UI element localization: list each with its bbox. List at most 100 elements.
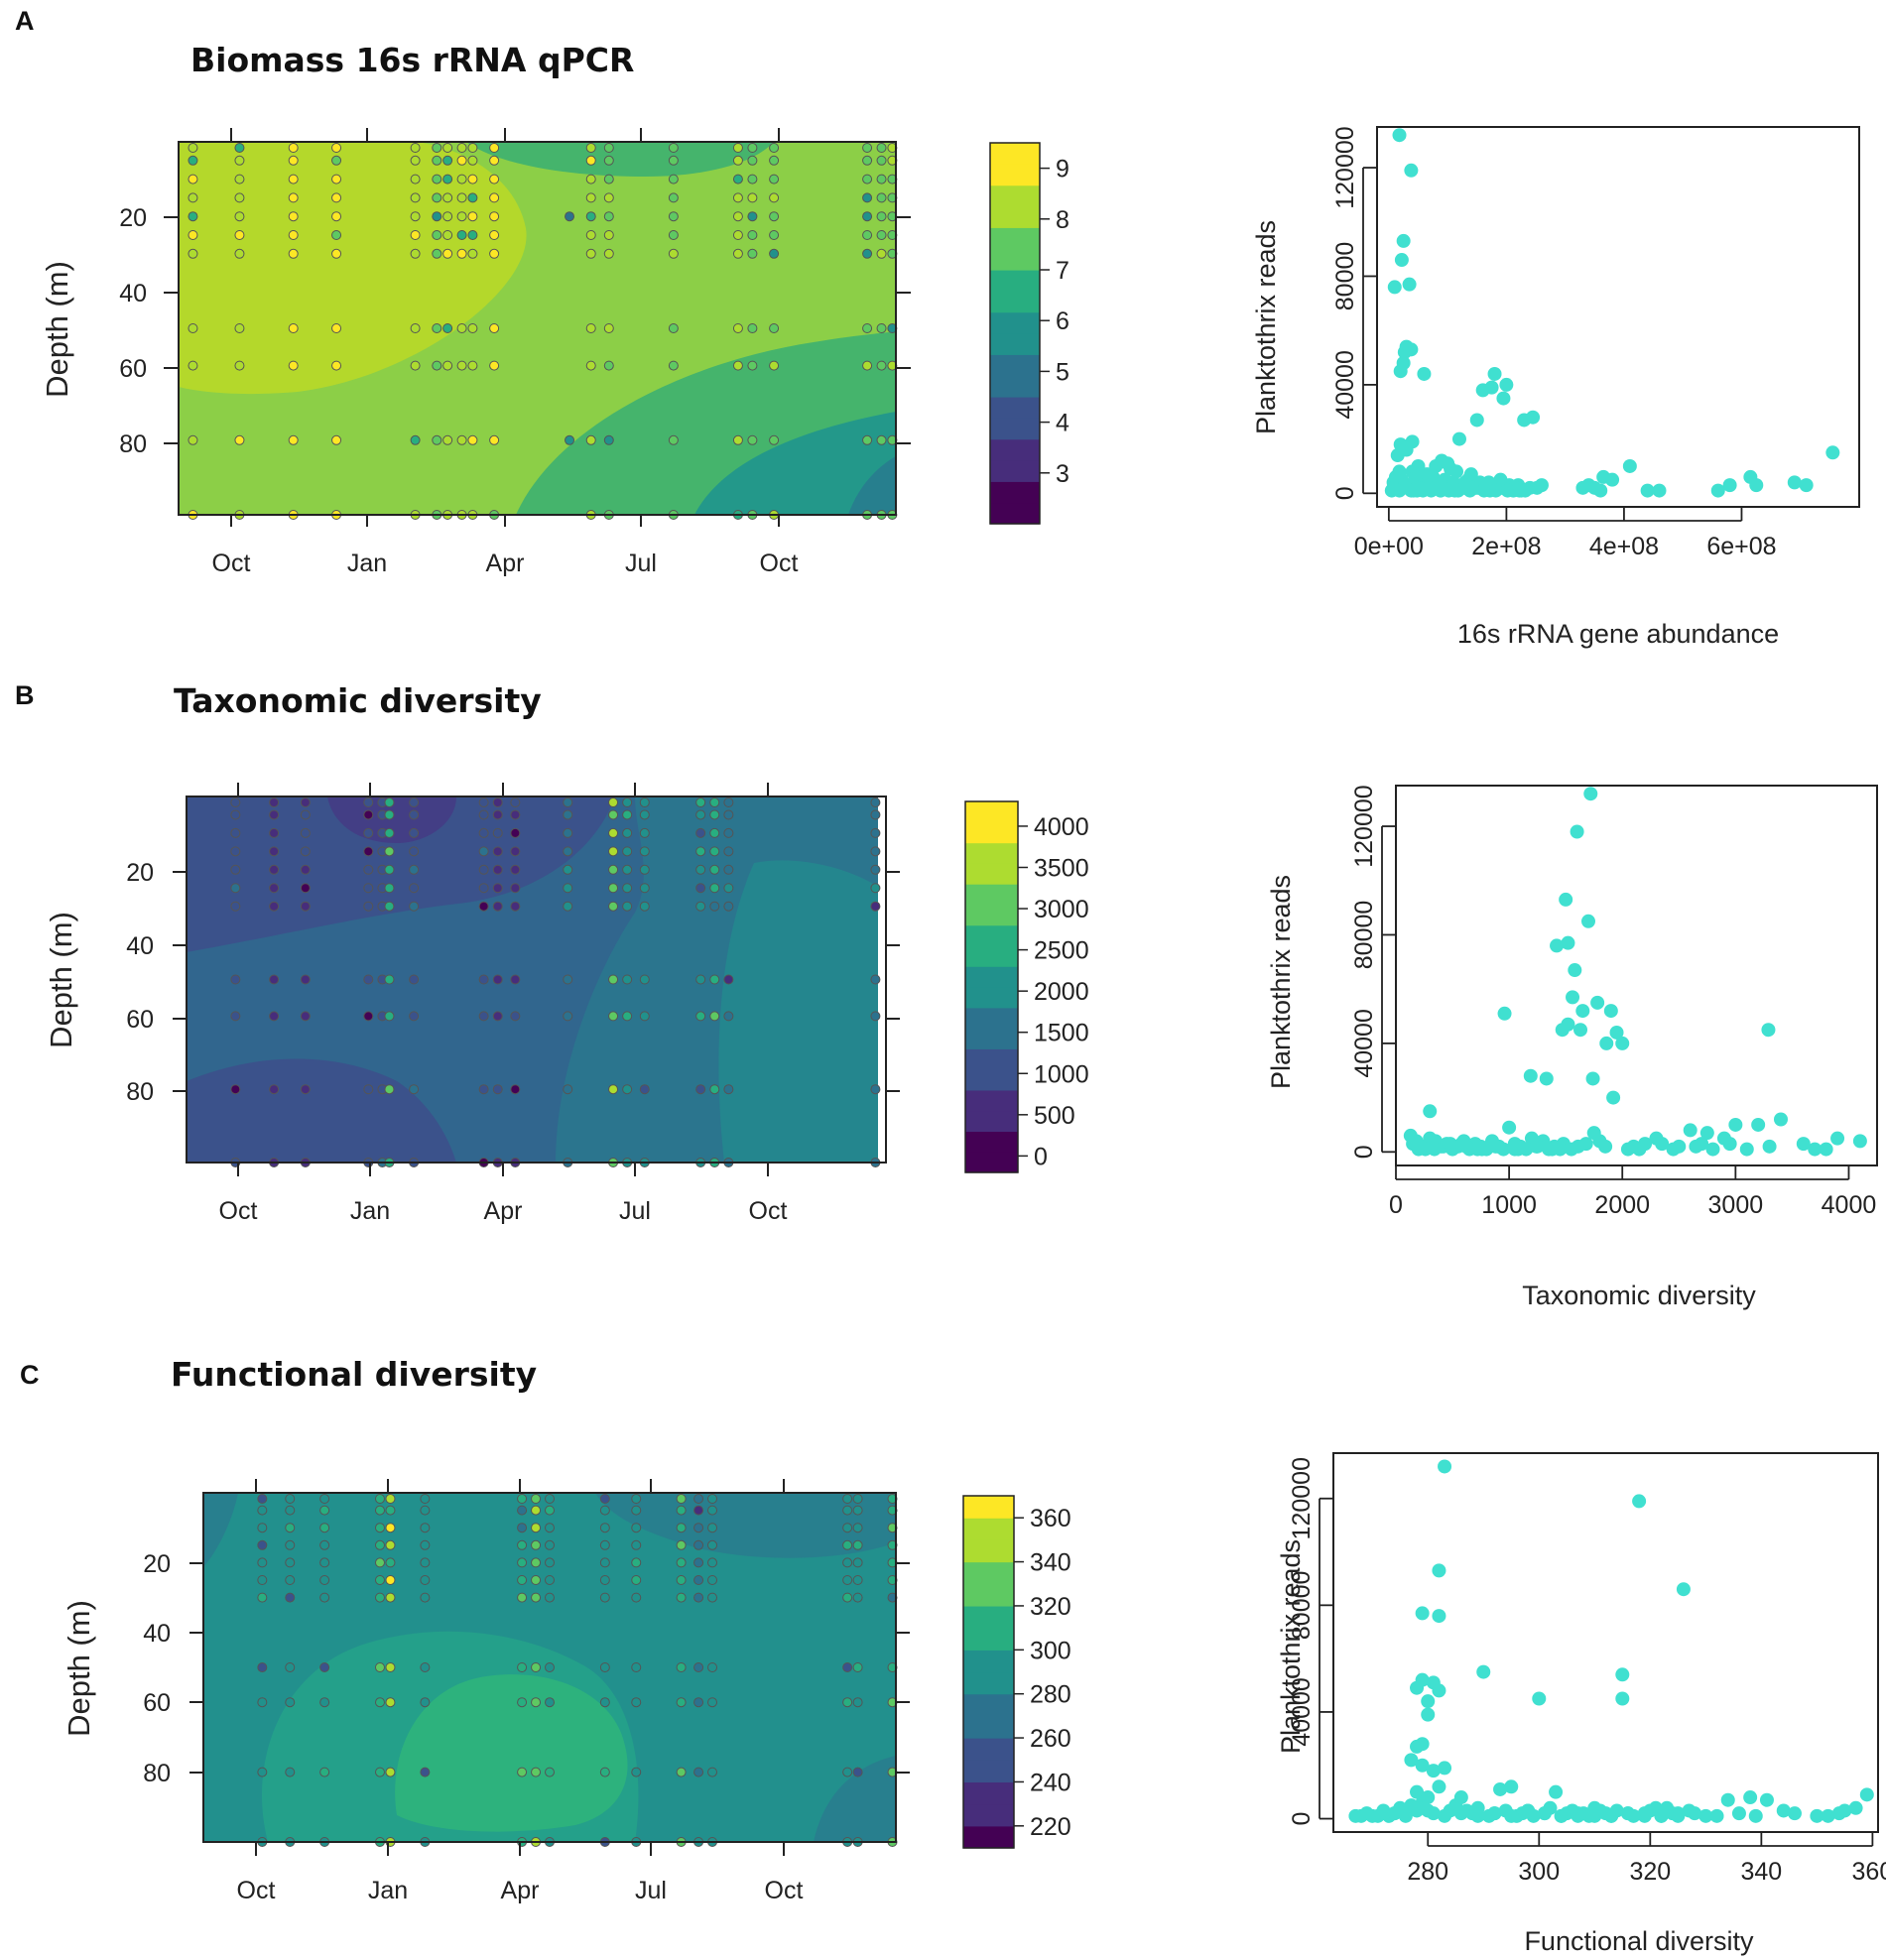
scatter-b-point <box>1497 1006 1512 1021</box>
heatmap-c-sample-point <box>707 1557 718 1568</box>
heatmap-b-sample-point <box>409 1011 420 1022</box>
colorbar-a-tick-label: 6 <box>1056 307 1069 335</box>
scatter-b-point <box>1830 1131 1845 1146</box>
heatmap-b-sample-point <box>608 1011 619 1022</box>
scatter-a-axes: 0e+00 2e+08 4e+08 6e+08 0 40000 80000 120000 <box>1331 126 1777 560</box>
scatter-c-point <box>1432 1563 1446 1578</box>
heatmap-a-sample-point <box>432 248 442 259</box>
heatmap-b-sample-point <box>384 809 395 820</box>
heatmap-a-sample-point <box>489 360 500 371</box>
scatter-a-point <box>1787 475 1802 490</box>
scatter-a-x-tick-label: 6e+08 <box>1706 533 1776 560</box>
heatmap-a-depth-tick: 80 <box>119 430 147 458</box>
heatmap-b-sample-point <box>695 846 706 857</box>
heatmap-c-sample-point <box>707 1523 718 1533</box>
heatmap-a: Oct Jan Apr Jul Oct 20 40 60 80 Depth (m… <box>40 128 911 577</box>
heatmap-c-sample-point <box>631 1505 642 1516</box>
heatmap-c-sample-point <box>517 1523 528 1533</box>
heatmap-c-sample-point <box>517 1505 528 1516</box>
scatter-c-y-tick-label: 0 <box>1288 1812 1316 1826</box>
heatmap-c-sample-point <box>545 1697 555 1708</box>
scatter-a-x-axis-title: 16s rRNA gene abundance <box>1457 619 1779 649</box>
heatmap-b-sample-point <box>363 1011 374 1022</box>
scatter-c-point <box>1731 1806 1746 1821</box>
heatmap-b-surface <box>187 796 886 1163</box>
colorbar-b-band <box>965 1069 1018 1091</box>
heatmap-c-sample-point <box>631 1557 642 1568</box>
colorbar-a-band <box>990 206 1040 228</box>
heatmap-b-sample-point <box>695 1084 706 1095</box>
scatter-b-point <box>1722 1137 1737 1152</box>
heatmap-b-sample-point <box>384 883 395 894</box>
heatmap-b-sample-point <box>510 827 521 838</box>
heatmap-b-sample-point <box>622 883 633 894</box>
heatmap-a-sample-point <box>876 230 887 240</box>
heatmap-b-sample-point <box>870 974 881 985</box>
heatmap-b-sample-point <box>563 974 573 985</box>
scatter-b-point <box>1585 1071 1600 1086</box>
scatter-b-point <box>1728 1117 1743 1132</box>
heatmap-a-sample-point <box>467 323 478 333</box>
heatmap-b-sample-point <box>300 1011 311 1022</box>
heatmap-a-sample-point <box>585 434 596 445</box>
scatter-b-frame <box>1395 785 1878 1166</box>
scatter-c-point <box>1432 1683 1446 1698</box>
scatter-a-point <box>1404 163 1419 178</box>
heatmap-c-sample-point <box>517 1575 528 1585</box>
colorbar-a-tick-label: 5 <box>1056 358 1069 386</box>
heatmap-c-sample-point <box>693 1523 704 1533</box>
heatmap-b-blank-strip <box>878 796 886 1163</box>
scatter-a-point <box>1749 478 1764 493</box>
heatmap-a-sample-point <box>668 174 679 184</box>
scatter-c: 280 300 320 340 360 0 40000 80000 120000 Functio… <box>1276 1452 1886 1956</box>
scatter-b-point <box>1609 1025 1624 1040</box>
scatter-c-frame <box>1332 1452 1879 1833</box>
heatmap-a-sample-point <box>769 155 780 166</box>
heatmap-a-month-tick: Oct <box>760 550 799 577</box>
heatmap-a-sample-point <box>456 155 467 166</box>
colorbar-c-tick-label: 300 <box>1030 1637 1071 1664</box>
scatter-a-point <box>1512 483 1527 498</box>
colorbar-a-band <box>990 184 1040 207</box>
heatmap-b-sample-point <box>723 809 734 820</box>
heatmap-a-sample-point <box>769 192 780 203</box>
heatmap-c-band-310-320 <box>395 1674 628 1832</box>
scatter-a-y-axis-title: Planktothrix reads <box>1251 220 1281 434</box>
heatmap-a-sample-point <box>456 143 467 153</box>
scatter-a-point <box>1402 277 1417 292</box>
heatmap-a-month-tick: Jan <box>347 550 387 577</box>
heatmap-b-sample-point <box>363 846 374 857</box>
scatter-c-point <box>1476 1664 1491 1679</box>
heatmap-c-sample-point <box>887 1575 898 1585</box>
scatter-c-point <box>1421 1803 1436 1818</box>
colorbar-c-band <box>963 1671 1014 1695</box>
heatmap-c-sample-point <box>531 1697 542 1708</box>
heatmap-b-ticks <box>173 783 900 1176</box>
heatmap-b-sample-point <box>870 1084 881 1095</box>
heatmap-b-sample-point <box>695 827 706 838</box>
scatter-b-point <box>1590 995 1605 1010</box>
heatmap-b-sample-point <box>492 797 503 807</box>
scatter-b-point <box>1403 1128 1418 1143</box>
scatter-a-point <box>1496 391 1511 406</box>
heatmap-a-sample-point <box>489 434 500 445</box>
heatmap-b-sample-points <box>230 797 881 1167</box>
heatmap-a-sample-point <box>234 360 245 371</box>
heatmap-c-frame <box>202 1492 897 1843</box>
heatmap-a-sample-point <box>732 248 743 259</box>
heatmap-c-sample-point <box>842 1539 853 1550</box>
heatmap-b-band-500-1000-top <box>187 796 615 952</box>
scatter-c-point <box>1415 1606 1430 1621</box>
heatmap-c-sample-point <box>420 1767 431 1777</box>
heatmap-b-sample-point <box>478 974 489 985</box>
heatmap-c-sample-point <box>631 1767 642 1777</box>
heatmap-a-sample-point <box>668 323 679 333</box>
scatter-b-x-axis-title: Taxonomic diversity <box>1522 1281 1756 1310</box>
heatmap-b-sample-point <box>409 827 420 838</box>
heatmap-b-sample-point <box>230 1084 241 1095</box>
heatmap-c-sample-point <box>676 1662 687 1672</box>
heatmap-a-sample-point <box>565 211 575 222</box>
heatmap-b-sample-point <box>709 846 720 857</box>
scatter-c-point <box>1821 1808 1835 1823</box>
heatmap-b-sample-point <box>723 797 734 807</box>
